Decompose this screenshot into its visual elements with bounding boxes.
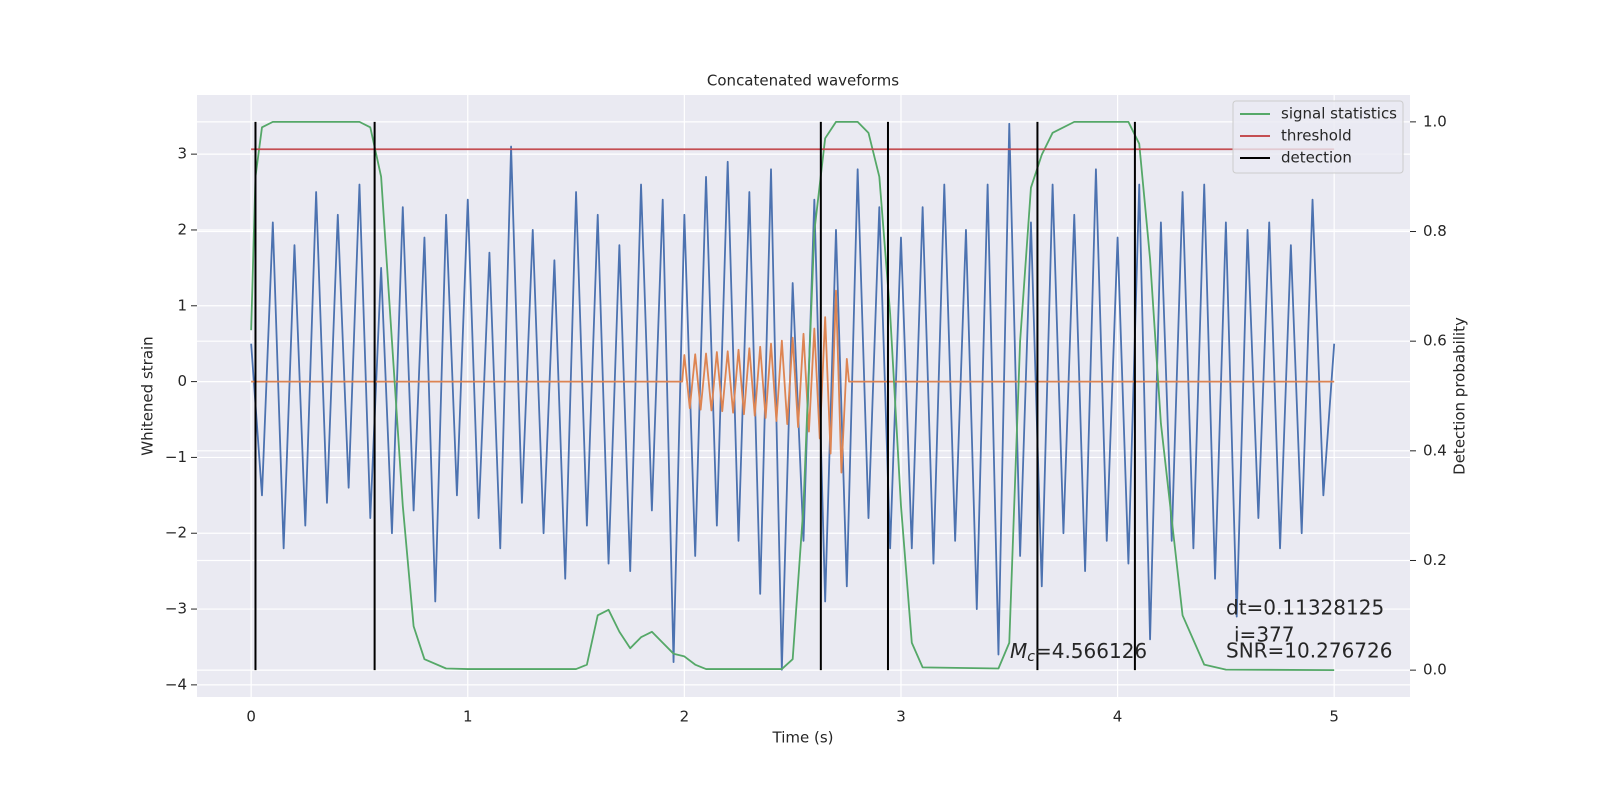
x-tick-label: 4 [1113,708,1123,726]
y2-tick-label: 1.0 [1423,112,1447,130]
x-axis-label: Time (s) [772,729,834,747]
chart-title: Concatenated waveforms [707,72,899,90]
annotation-mc: Mc=4.566126 [1010,639,1147,666]
legend-label: threshold [1281,127,1352,145]
x-tick-label: 3 [896,708,906,726]
x-tick-label: 0 [246,708,256,726]
y2-tick-label: 0.0 [1423,661,1447,679]
y-tick-label: −2 [165,524,187,542]
series-line [250,120,1335,672]
y2-tick-label: 0.2 [1423,551,1447,569]
annotation-snr: SNR=10.276726 [1226,639,1392,663]
legend: signal statistics threshold detection [1232,100,1404,174]
marks [250,120,1336,672]
legend-label: signal statistics [1281,105,1397,123]
y2-tick-label: 0.8 [1423,222,1447,240]
y2-tick-label: 0.6 [1423,332,1447,350]
y2-tick-label: 0.4 [1423,441,1447,459]
annotation-dt: dt=0.11328125 [1226,596,1384,620]
legend-label: detection [1281,149,1352,167]
legend-box [1232,100,1404,174]
y-tick-label: −1 [165,448,187,466]
series-line [250,122,1336,671]
y-tick-label: −3 [165,600,187,618]
y-tick-label: 0 [177,372,187,390]
y2-axis-label: Detection probability [1451,317,1469,475]
mc-text: =4.566126 [1035,639,1147,663]
y-tick-label: 1 [177,296,187,314]
y-tick-label: 2 [177,220,187,238]
x-tick-label: 1 [463,708,473,726]
mc-symbol: M [1010,639,1027,663]
x-tick-label: 5 [1329,708,1339,726]
y-axis-label: Whitened strain [139,336,157,455]
x-tick-label: 2 [680,708,690,726]
plot-area [197,95,1410,697]
series-line [251,289,1335,474]
mc-subscript: c [1027,649,1035,665]
annotation-i: i=377 [1234,623,1295,647]
y-tick-label: 3 [177,145,187,163]
y-tick-label: −4 [165,675,187,693]
